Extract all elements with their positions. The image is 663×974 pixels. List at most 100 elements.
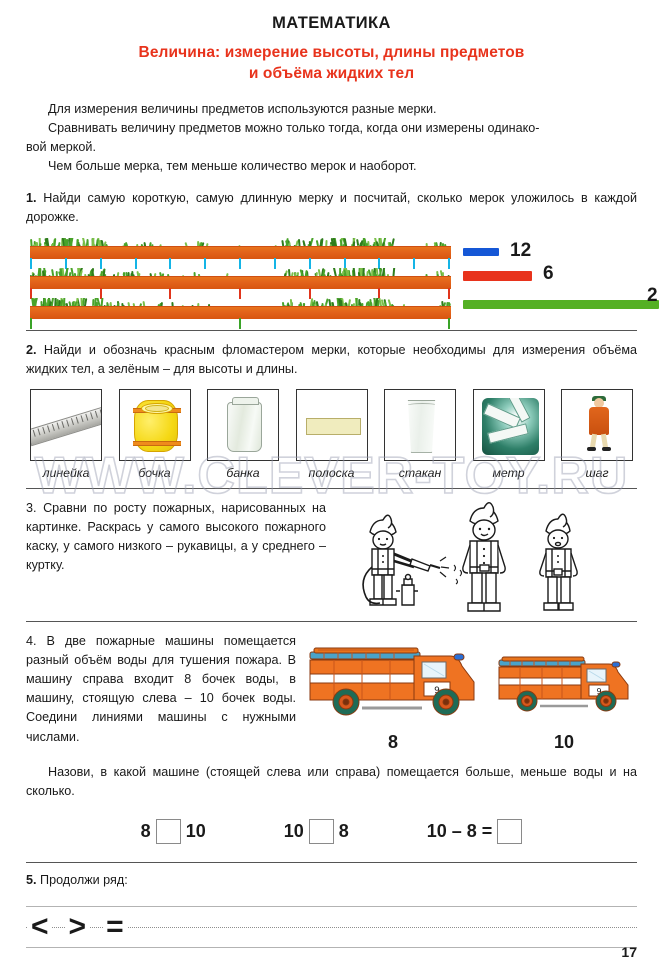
measure-count-red: 6 [543, 263, 554, 285]
exercise-3-number: 3. [26, 501, 37, 515]
ruler-graduation [95, 411, 98, 418]
exercise-4: 4. В две пожарные машины помещается разн… [26, 632, 637, 757]
ruler-graduation [76, 417, 79, 424]
ruler-graduation [47, 425, 50, 432]
exercise-2-instruction: 2. Найди и обозначь красным фломастером … [26, 341, 637, 379]
exercise-2: 2. Найди и обозначь красным фломастером … [26, 341, 637, 480]
fire-truck-large[interactable]: 9 [304, 638, 494, 731]
exercise-3-text: Сравни по росту пожарных, нарисованных н… [26, 501, 326, 572]
section-divider [26, 862, 637, 863]
page-number: 17 [621, 944, 637, 960]
topic-title: Величина: измерение высоты, длины предме… [26, 42, 637, 85]
writing-line[interactable]: < > = [26, 906, 637, 948]
ruler-graduation [66, 419, 69, 426]
firefighter-short [363, 515, 461, 605]
card-jar[interactable]: банка [203, 389, 283, 480]
comparison-3[interactable]: 10 – 8 = [427, 819, 523, 844]
ruler-graduation [90, 412, 93, 419]
card-barrel[interactable]: бочка [115, 389, 195, 480]
glass-lip [407, 403, 438, 408]
pattern-sequence: < > = [28, 912, 127, 942]
exercise-4-text: В две пожарные машины помещается разный … [26, 634, 296, 744]
exercise-1-number: 1. [26, 191, 37, 205]
card-box[interactable] [296, 389, 368, 461]
measure-bar-green[interactable] [463, 300, 659, 309]
walking-man-icon [586, 398, 612, 456]
card-box[interactable] [207, 389, 279, 461]
firefighter-medium [540, 514, 577, 610]
exercise-4-question-text: Назови, в какой машине (стоящей слева ил… [26, 763, 637, 801]
exercise-3: 3. Сравни по росту пожарных, нарисованны… [26, 499, 637, 617]
man-shoe [602, 447, 611, 451]
exercise-5-number: 5. [26, 873, 37, 887]
measure-paths-area: 12 6 2 [26, 238, 637, 330]
pattern-symbol-less-than: < [28, 912, 52, 942]
strip-icon [306, 418, 361, 435]
comparison-1-left: 8 [141, 821, 151, 842]
firefighters-illustration[interactable] [336, 499, 637, 617]
comparison-3-expression: 10 – 8 = [427, 821, 493, 842]
card-box[interactable] [384, 389, 456, 461]
exercise-2-text: Найди и обозначь красным фломастером мер… [44, 343, 585, 357]
card-box[interactable] [119, 389, 191, 461]
measure-legend: 12 6 2 [463, 238, 663, 330]
card-tape-measure[interactable]: метр [469, 389, 549, 480]
exercise-5-instruction: 5. Продолжи ряд: [26, 871, 637, 890]
barrel-icon [134, 400, 178, 452]
measure-bar-blue[interactable] [463, 248, 499, 256]
ruler-icon [30, 405, 102, 446]
ruler-graduation [52, 424, 55, 431]
ruler-graduation [81, 415, 84, 422]
topic-line-2: и объёма жидких тел [26, 63, 637, 84]
card-label: стакан [380, 466, 460, 480]
pattern-symbol-greater-than: > [66, 912, 90, 942]
tape-band [487, 423, 528, 443]
worksheet-page: WWW.CLEVER-TOY.RU МАТЕМАТИКА Величина: и… [0, 14, 663, 974]
measure-cards: линейка бочка [26, 389, 637, 480]
exercise-1: 1. Найди самую короткую, самую длинную м… [26, 189, 637, 330]
card-strip[interactable]: полоска [292, 389, 372, 480]
comparison-3-answer-box[interactable] [497, 819, 522, 844]
tick-mark [30, 318, 32, 329]
ruler-graduation [33, 430, 36, 437]
topic-line-1: Величина: измерение высоты, длины предме… [26, 42, 637, 63]
tick-marks-green [30, 318, 451, 329]
comparison-2-answer-box[interactable] [309, 819, 334, 844]
fire-truck-small[interactable]: 9 [494, 650, 644, 729]
card-box[interactable] [561, 389, 633, 461]
truck-number-left: 8 [388, 732, 398, 753]
comparison-2[interactable]: 10 8 [284, 819, 349, 844]
card-glass[interactable]: стакан [380, 389, 460, 480]
comparison-1[interactable]: 8 10 [141, 819, 206, 844]
measure-bar-red[interactable] [463, 271, 532, 281]
man-leg [590, 434, 597, 449]
ruler-graduation [71, 418, 74, 425]
card-label: бочка [115, 466, 195, 480]
intro-paragraph-3: Чем больше мерка, тем меньше количество … [26, 157, 637, 176]
man-coat [589, 407, 609, 435]
measure-count-green: 2 [647, 285, 658, 307]
exercise-3-instruction: 3. Сравни по росту пожарных, нарисованны… [26, 499, 326, 617]
exercise-1-text: Найди самую короткую, самую длинную мерк… [43, 191, 574, 205]
intro-paragraph-2-cont: вой меркой. [26, 138, 637, 157]
comparison-2-left: 10 [284, 821, 304, 842]
jar-icon [227, 402, 262, 452]
barrel-hoop [133, 441, 181, 446]
exercise-4-instruction: 4. В две пожарные машины помещается разн… [26, 632, 296, 757]
card-ruler[interactable]: линейка [26, 389, 106, 480]
card-box[interactable] [473, 389, 545, 461]
page-title: МАТЕМАТИКА [26, 14, 637, 33]
card-box[interactable] [30, 389, 102, 461]
ruler-graduation [61, 421, 64, 428]
intro-paragraph-1: Для измерения величины предметов использ… [26, 100, 637, 119]
man-shoe [587, 447, 596, 451]
comparison-1-answer-box[interactable] [156, 819, 181, 844]
card-step[interactable]: шаг [557, 389, 637, 480]
ruler-graduation [42, 427, 45, 434]
intro-text: Для измерения величины предметов использ… [26, 100, 637, 177]
exercise-2-number: 2. [26, 343, 37, 357]
intro-paragraph-2: Сравнивать величину предметов можно толь… [26, 119, 637, 138]
exercise-4-number: 4. [26, 634, 37, 648]
man-leg [601, 434, 608, 449]
pattern-symbol-equals: = [103, 912, 127, 942]
